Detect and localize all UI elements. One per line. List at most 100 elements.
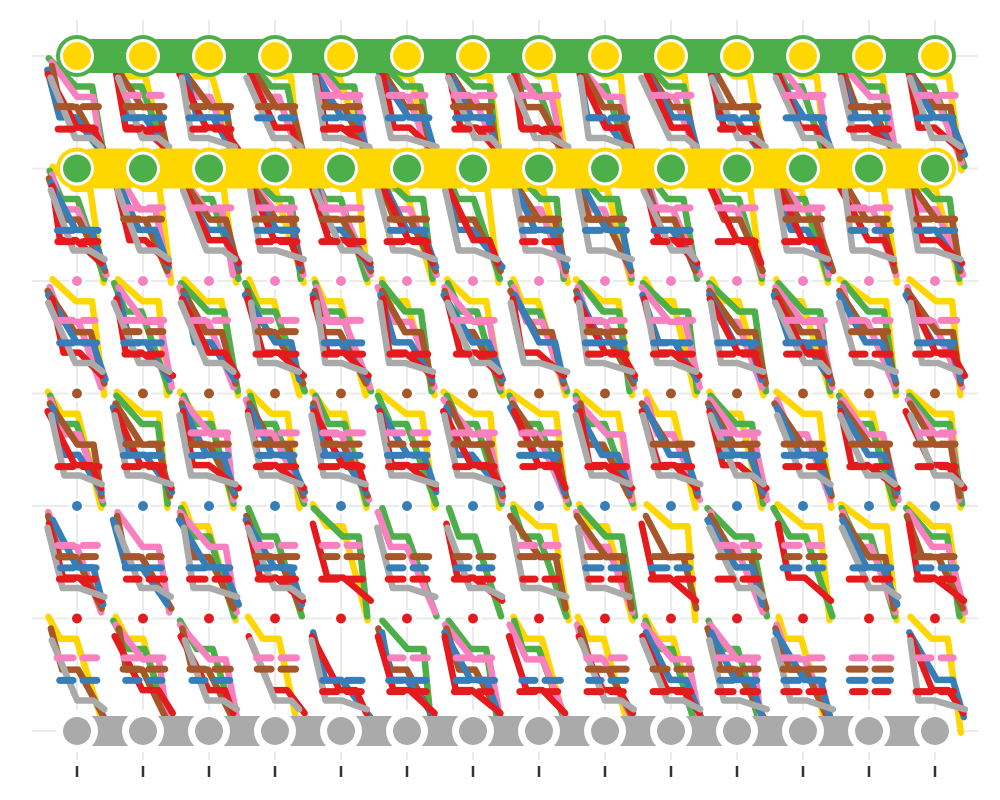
node-level-7 [657, 717, 685, 745]
node-level-5 [666, 501, 676, 511]
node-level-2 [459, 154, 487, 183]
link-layer [44, 39, 969, 746]
node-level-5 [864, 501, 874, 511]
node-level-6 [534, 613, 544, 624]
link-strand-7 [837, 74, 902, 151]
link-strand-7 [111, 411, 175, 488]
node-level-4 [864, 388, 874, 399]
link-strand-7 [506, 74, 572, 151]
link-strand-7 [44, 524, 108, 601]
link-strand-5 [642, 629, 705, 721]
x-tick-layer [75, 766, 937, 777]
node-level-7 [327, 717, 355, 745]
node-level-2 [789, 154, 817, 183]
node-level-3 [468, 276, 478, 286]
link-strand-7 [838, 524, 902, 601]
node-level-7 [591, 717, 619, 745]
link-strand-6 [444, 183, 502, 267]
link-strand-7 [507, 299, 571, 376]
link-strand-7 [180, 524, 241, 601]
node-level-7 [459, 717, 487, 745]
node-level-4 [600, 388, 610, 399]
node-level-3 [204, 276, 214, 286]
link-strand-7 [835, 299, 899, 376]
node-level-6 [270, 613, 280, 624]
node-level-2 [63, 154, 91, 183]
node-level-3 [600, 276, 610, 286]
node-level-4 [534, 388, 544, 399]
node-level-4 [468, 388, 478, 399]
node-level-6 [138, 613, 148, 624]
level-band-2 [411, 148, 469, 189]
link-strand-7 [308, 411, 369, 488]
node-level-7 [789, 717, 817, 745]
node-level-1 [657, 42, 685, 70]
node-level-1 [195, 42, 223, 70]
node-level-1 [789, 42, 817, 70]
node-level-6 [930, 613, 940, 624]
link-strand-7 [47, 411, 106, 488]
link-strand-3 [640, 621, 704, 729]
node-level-2 [591, 154, 619, 183]
link-strand-1 [774, 501, 833, 624]
node-level-4 [336, 388, 346, 399]
link-strand-7 [907, 636, 969, 713]
link-strand-7 [638, 74, 700, 151]
link-strand-5 [642, 404, 702, 496]
node-level-3 [930, 276, 940, 286]
level-band-2 [345, 148, 403, 189]
link-strand-7 [772, 74, 834, 151]
link-strand-7 [376, 411, 440, 488]
link-strand-7 [179, 186, 239, 263]
link-strand-6 [180, 183, 243, 267]
link-strand-4 [706, 287, 770, 387]
link-strand-6 [111, 633, 176, 717]
node-level-5 [534, 501, 544, 511]
node-level-5 [930, 501, 940, 511]
link-strand-7 [376, 299, 437, 376]
link-strand-6 [178, 295, 241, 379]
node-level-2 [855, 154, 883, 183]
link-strand-6 [905, 183, 966, 267]
link-strand-3 [176, 621, 242, 729]
level-band-2 [609, 148, 667, 189]
link-strand-4 [378, 287, 436, 387]
node-level-6 [204, 613, 214, 624]
node-level-5 [72, 501, 82, 511]
node-level-6 [600, 613, 610, 624]
node-level-6 [732, 613, 742, 624]
link-strand-7 [907, 299, 964, 376]
node-level-1 [525, 42, 553, 70]
link-strand-7 [308, 636, 371, 713]
node-level-6 [864, 613, 874, 624]
link-strand-4 [511, 62, 573, 162]
node-layer [56, 35, 956, 752]
level-band-2 [477, 148, 535, 189]
node-level-4 [732, 388, 742, 399]
link-strand-7 [442, 186, 501, 263]
node-level-6 [336, 613, 346, 624]
node-level-5 [732, 501, 742, 511]
node-level-4 [72, 388, 82, 399]
node-level-3 [534, 276, 544, 286]
node-level-7 [63, 717, 91, 745]
link-strand-7 [642, 299, 700, 376]
node-level-4 [666, 388, 676, 399]
node-level-3 [864, 276, 874, 286]
link-strand-7 [178, 74, 239, 151]
node-level-5 [270, 501, 280, 511]
node-level-1 [921, 42, 949, 70]
node-level-2 [129, 154, 157, 183]
node-level-3 [666, 276, 676, 286]
node-level-4 [930, 388, 940, 399]
node-level-5 [336, 501, 346, 511]
node-level-2 [393, 154, 421, 183]
node-level-7 [195, 717, 223, 745]
link-strand-1 [244, 613, 303, 736]
link-strand-7 [47, 186, 108, 263]
link-strand-7 [904, 186, 964, 263]
level-band-2 [873, 148, 931, 189]
node-level-5 [402, 501, 412, 511]
